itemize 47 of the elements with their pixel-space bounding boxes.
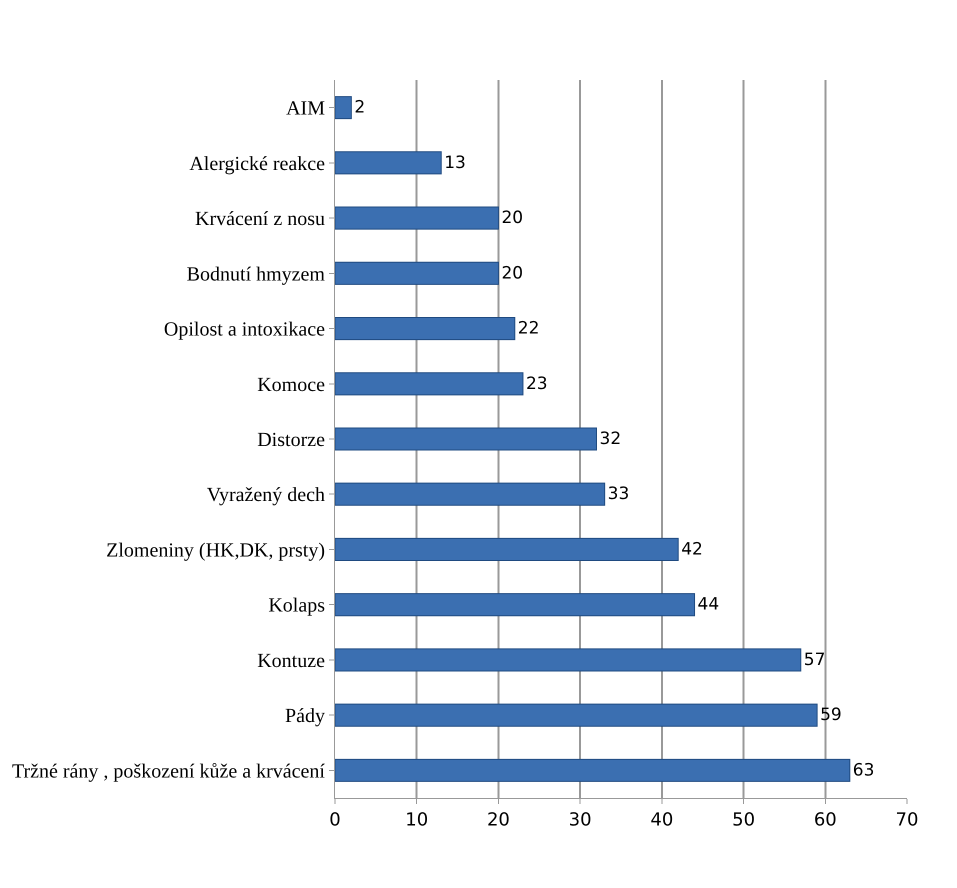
x-tick-label: 60 [814, 810, 837, 831]
bar [335, 427, 597, 451]
data-label: 2 [354, 98, 366, 118]
y-tick-label: Bodnutí hmyzem [186, 263, 326, 286]
bar [335, 316, 516, 340]
bar [335, 648, 802, 672]
data-label: 59 [820, 705, 842, 726]
y-tick-label: Alergické reakce [189, 152, 326, 175]
data-label: 42 [681, 539, 703, 560]
data-label: 20 [501, 263, 524, 284]
data-label: 22 [518, 318, 540, 339]
y-tick-label: AIM [286, 98, 326, 120]
bar [335, 704, 818, 727]
y-tick-label: Krvácení z nosu [195, 208, 325, 230]
y-tick-label: Tržné rány , poškození kůže a krvácení [12, 760, 326, 782]
bar [335, 151, 442, 174]
data-label: 13 [444, 152, 466, 173]
y-tick-label: Distorze [257, 429, 326, 451]
y-tick-label: Pády [285, 705, 325, 728]
data-label: 23 [526, 374, 548, 394]
bar [335, 482, 606, 506]
data-label: 44 [698, 594, 720, 615]
bar [335, 758, 850, 782]
y-tick-label: Kolaps [268, 594, 326, 617]
x-tick-label: 10 [405, 810, 428, 831]
bar [335, 538, 679, 562]
x-tick-label: 20 [486, 810, 510, 831]
x-tick-label: 30 [568, 810, 592, 831]
y-tick-label: Vyražený dech [206, 484, 325, 506]
bar [335, 593, 696, 616]
data-label: 32 [599, 429, 622, 449]
x-tick-label: 50 [732, 810, 756, 831]
y-tick-label: Zlomeniny (HK,DK, prsty) [106, 539, 325, 562]
x-tick-label: 70 [896, 810, 918, 831]
bar [335, 96, 352, 120]
data-label: 63 [852, 760, 874, 780]
data-label: 20 [501, 208, 524, 228]
x-tick-label: 0 [329, 810, 341, 831]
bar [335, 372, 524, 396]
y-tick-label: Opilost a intoxikace [164, 318, 326, 341]
x-tick-label: 40 [650, 810, 674, 831]
data-label: 33 [608, 484, 630, 504]
bar [335, 262, 499, 285]
y-tick-label: Komoce [257, 374, 326, 396]
bar [335, 206, 499, 230]
y-tick-label: Kontuze [257, 650, 326, 672]
data-label: 57 [804, 650, 826, 670]
